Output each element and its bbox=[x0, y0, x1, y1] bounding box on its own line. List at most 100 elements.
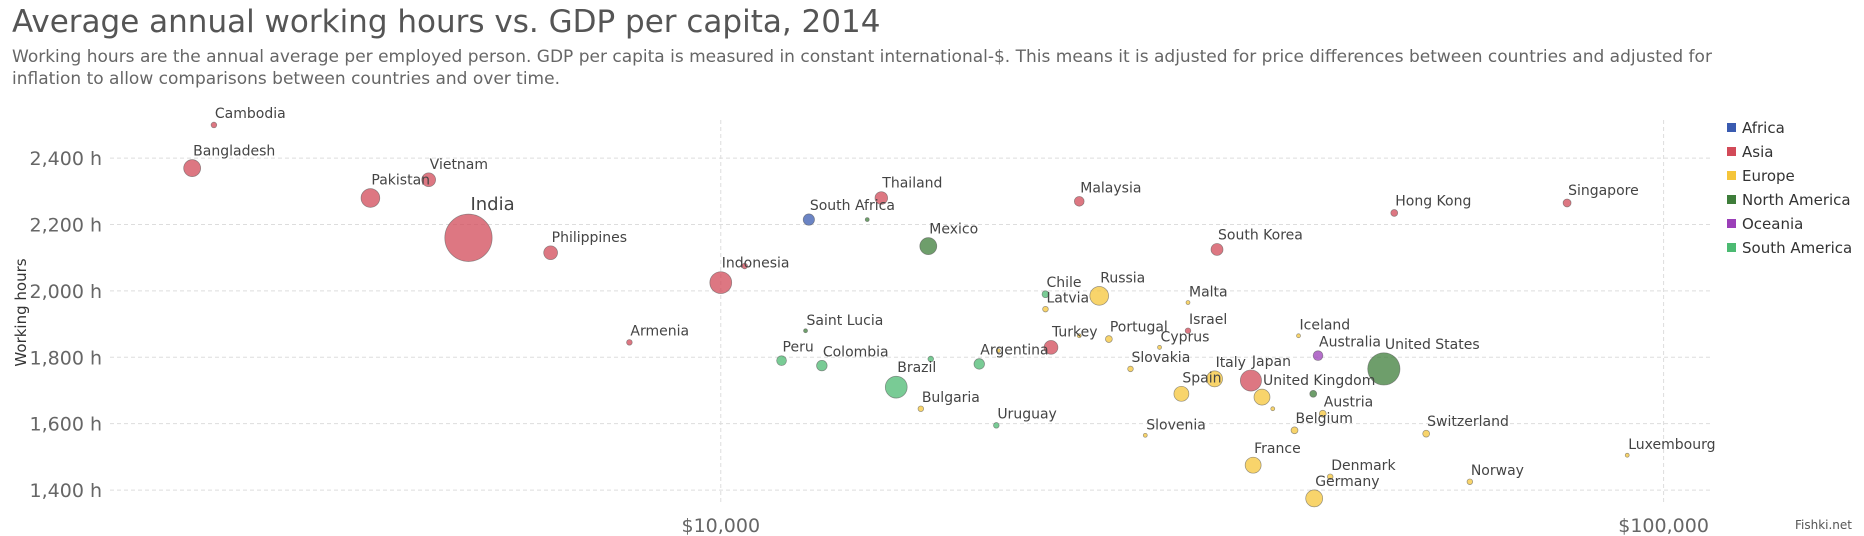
chart-subtitle: Working hours are the annual average per… bbox=[12, 47, 1712, 89]
data-point bbox=[919, 237, 938, 255]
point-label: Saint Lucia bbox=[807, 313, 884, 329]
data-point bbox=[917, 405, 925, 412]
legend-label: Asia bbox=[1742, 143, 1773, 161]
data-point bbox=[360, 188, 381, 208]
point-label: Switzerland bbox=[1427, 414, 1509, 430]
y-tick-label: 1,600 h bbox=[30, 414, 102, 436]
data-point bbox=[1041, 290, 1050, 299]
point-label: Germany bbox=[1315, 474, 1379, 490]
data-point bbox=[1270, 406, 1276, 412]
point-label: France bbox=[1254, 441, 1301, 457]
point-label: South Africa bbox=[810, 198, 895, 214]
data-point bbox=[741, 262, 748, 270]
data-point bbox=[1076, 333, 1082, 339]
point-label: Brazil bbox=[897, 360, 936, 376]
point-label: Pakistan bbox=[371, 173, 430, 189]
data-point bbox=[1210, 243, 1224, 256]
point-label: Uruguay bbox=[997, 407, 1057, 423]
legend-label: North America bbox=[1742, 191, 1851, 209]
point-label: Australia bbox=[1319, 335, 1381, 351]
legend: Africa Asia Europe North America Oceania Sout… bbox=[1727, 119, 1852, 257]
data-point bbox=[421, 172, 436, 188]
point-label: Spain bbox=[1182, 370, 1221, 386]
data-point bbox=[803, 328, 808, 334]
x-tick-label: $10,000 bbox=[681, 515, 760, 536]
x-axis: $10,000 $100,000 bbox=[681, 515, 1708, 536]
legend-label: Oceania bbox=[1742, 215, 1803, 233]
data-point bbox=[183, 159, 202, 177]
y-tick-label: 1,800 h bbox=[30, 347, 102, 369]
point-label: Malaysia bbox=[1080, 180, 1141, 196]
point-label: Peru bbox=[783, 340, 814, 356]
data-point bbox=[996, 348, 1001, 354]
data-point bbox=[1173, 385, 1190, 402]
point-label: Malta bbox=[1189, 285, 1228, 301]
y-axis: 1,400 h 1,600 h 1,800 h 2,000 h 2,200 h 2,400… bbox=[30, 148, 102, 502]
y-axis-label: Working hours bbox=[12, 258, 30, 366]
point-label: Philippines bbox=[552, 230, 627, 246]
point-label: India bbox=[470, 194, 514, 215]
data-point bbox=[1422, 429, 1430, 438]
data-points bbox=[183, 121, 1630, 508]
data-point bbox=[1089, 286, 1109, 306]
data-point bbox=[1157, 344, 1162, 350]
data-point bbox=[1466, 478, 1474, 485]
data-point bbox=[1142, 432, 1148, 438]
point-label: Bangladesh bbox=[193, 144, 275, 160]
point-label: Portugal bbox=[1110, 320, 1168, 336]
legend-swatch bbox=[1727, 147, 1736, 156]
point-label: Cambodia bbox=[215, 106, 286, 122]
point-label: Bulgaria bbox=[922, 390, 980, 406]
legend-label: South America bbox=[1742, 239, 1852, 257]
data-point bbox=[1253, 388, 1271, 406]
x-tick-label: $100,000 bbox=[1618, 515, 1709, 536]
site-credit: Fishki.net bbox=[1794, 518, 1852, 532]
point-label: Slovakia bbox=[1131, 350, 1190, 366]
data-point bbox=[776, 355, 787, 366]
point-label: Cyprus bbox=[1161, 329, 1210, 345]
grid-lines bbox=[110, 120, 1710, 505]
data-point bbox=[1562, 198, 1572, 208]
point-label: Luxembourg bbox=[1628, 437, 1715, 453]
legend-swatch bbox=[1727, 243, 1736, 252]
data-point bbox=[1309, 390, 1318, 398]
point-label: Iceland bbox=[1300, 318, 1351, 334]
data-point bbox=[1105, 335, 1113, 343]
point-label: United States bbox=[1385, 337, 1480, 353]
data-point bbox=[802, 213, 815, 226]
legend-swatch bbox=[1727, 123, 1736, 132]
point-label: Hong Kong bbox=[1395, 193, 1471, 209]
data-point bbox=[709, 271, 733, 294]
point-label: Japan bbox=[1251, 354, 1291, 370]
legend-label: Africa bbox=[1742, 119, 1785, 137]
data-point bbox=[1290, 426, 1299, 435]
data-point bbox=[927, 355, 934, 363]
data-point bbox=[874, 191, 888, 205]
data-point bbox=[210, 121, 218, 129]
point-label: Thailand bbox=[881, 176, 942, 192]
y-tick-label: 2,400 h bbox=[30, 148, 102, 170]
point-label: Colombia bbox=[823, 344, 889, 360]
point-label: Italy bbox=[1216, 355, 1246, 371]
legend-swatch bbox=[1727, 195, 1736, 204]
data-point bbox=[1296, 333, 1301, 339]
legend-label: Europe bbox=[1742, 167, 1795, 185]
data-point bbox=[444, 213, 493, 262]
y-tick-label: 2,000 h bbox=[30, 281, 102, 303]
data-point bbox=[1390, 209, 1399, 217]
data-point bbox=[1312, 350, 1324, 361]
point-label: Belgium bbox=[1296, 411, 1353, 427]
point-label: Chile bbox=[1046, 275, 1081, 291]
data-point bbox=[864, 217, 870, 222]
point-label: Norway bbox=[1471, 463, 1524, 479]
data-point bbox=[1127, 365, 1134, 373]
data-point bbox=[1327, 473, 1334, 480]
point-label: Austria bbox=[1324, 394, 1373, 410]
point-label: Turkey bbox=[1051, 324, 1098, 340]
data-point bbox=[1042, 306, 1049, 313]
point-label: Argentina bbox=[980, 343, 1048, 359]
point-label: Russia bbox=[1100, 271, 1145, 287]
data-point bbox=[543, 245, 558, 261]
data-point bbox=[1305, 489, 1324, 508]
data-point bbox=[884, 375, 908, 399]
